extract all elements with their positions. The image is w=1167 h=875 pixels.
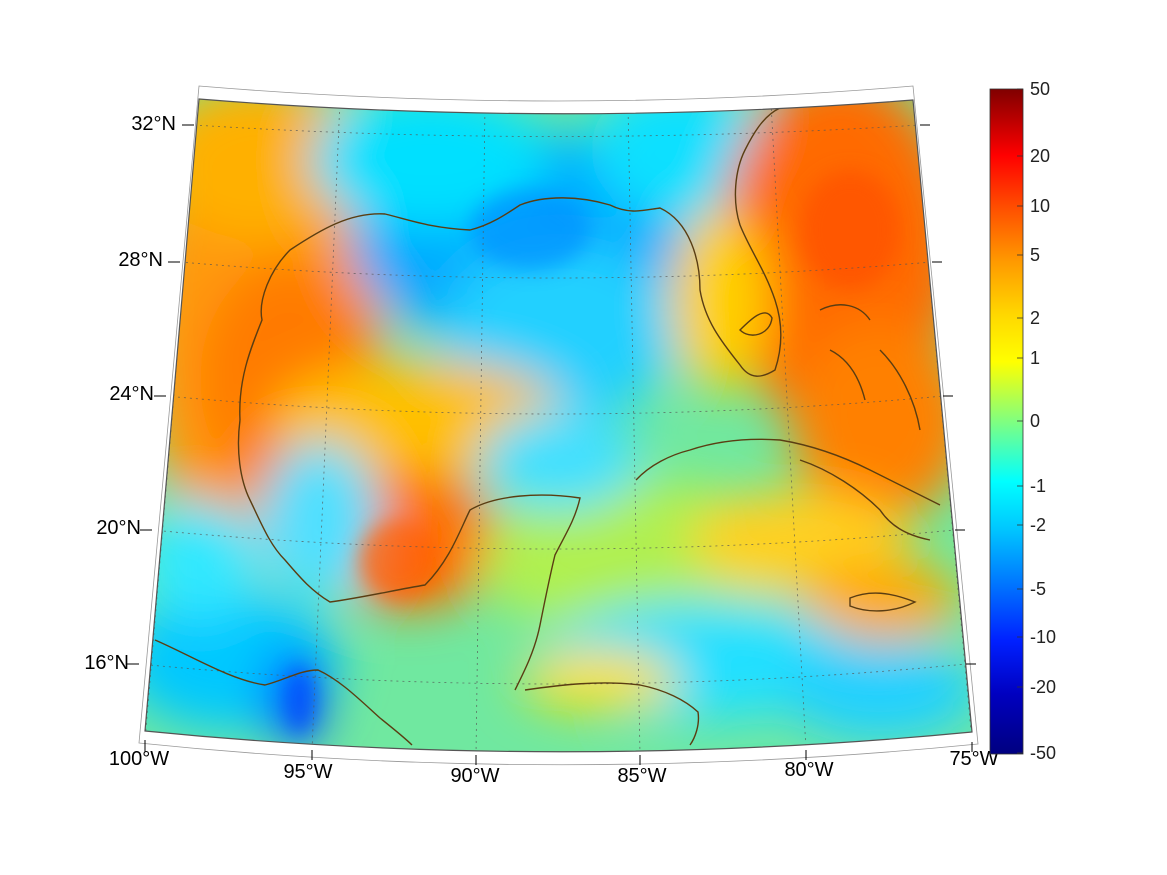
colorbar-tick-label: 50 xyxy=(1030,79,1050,99)
lon-label-90w: 90°W xyxy=(450,765,499,787)
lon-label-95w: 95°W xyxy=(283,761,332,783)
lat-label-32n: 32°N xyxy=(131,113,176,135)
colorbar-tick-label: -50 xyxy=(1030,743,1056,763)
colorbar-gradient xyxy=(989,88,1024,755)
lat-label-20n: 20°N xyxy=(96,517,141,539)
colorbar-tick-label: -1 xyxy=(1030,476,1046,496)
map-frame xyxy=(144,98,973,753)
colorbar-tick-label: -20 xyxy=(1030,677,1056,697)
colorbar-tick-label: -10 xyxy=(1030,627,1056,647)
lon-label-80w: 80°W xyxy=(784,759,833,781)
lon-tick-marks xyxy=(144,740,973,765)
lat-label-28n: 28°N xyxy=(118,249,163,271)
lon-label-85w: 85°W xyxy=(617,765,666,787)
colorbar-tick-label: 20 xyxy=(1030,146,1050,166)
colorbar-tick-label: -2 xyxy=(1030,515,1046,535)
colorbar-tick-label: 5 xyxy=(1030,245,1040,265)
map-frame-outer xyxy=(138,85,979,766)
colorbar-tick-label: -5 xyxy=(1030,579,1046,599)
lat-labels: 32°N 28°N 24°N 20°N 16°N xyxy=(84,113,176,674)
colorbar-tick-label: 0 xyxy=(1030,411,1040,431)
lat-label-16n: 16°N xyxy=(84,652,129,674)
lon-labels: 100°W 95°W 90°W 85°W 80°W 75°W xyxy=(109,748,999,787)
data-field xyxy=(145,99,972,752)
colorbar-tick-label: 2 xyxy=(1030,308,1040,328)
lon-label-100w: 100°W xyxy=(109,748,169,770)
colorbar-tick-label: 10 xyxy=(1030,196,1050,216)
lat-tick-marks xyxy=(127,124,976,665)
colorbar-tick-label: 1 xyxy=(1030,348,1040,368)
coastlines xyxy=(154,107,941,746)
lon-label-75w: 75°W xyxy=(949,748,998,770)
lat-label-24n: 24°N xyxy=(109,383,154,405)
graticule xyxy=(145,99,972,752)
